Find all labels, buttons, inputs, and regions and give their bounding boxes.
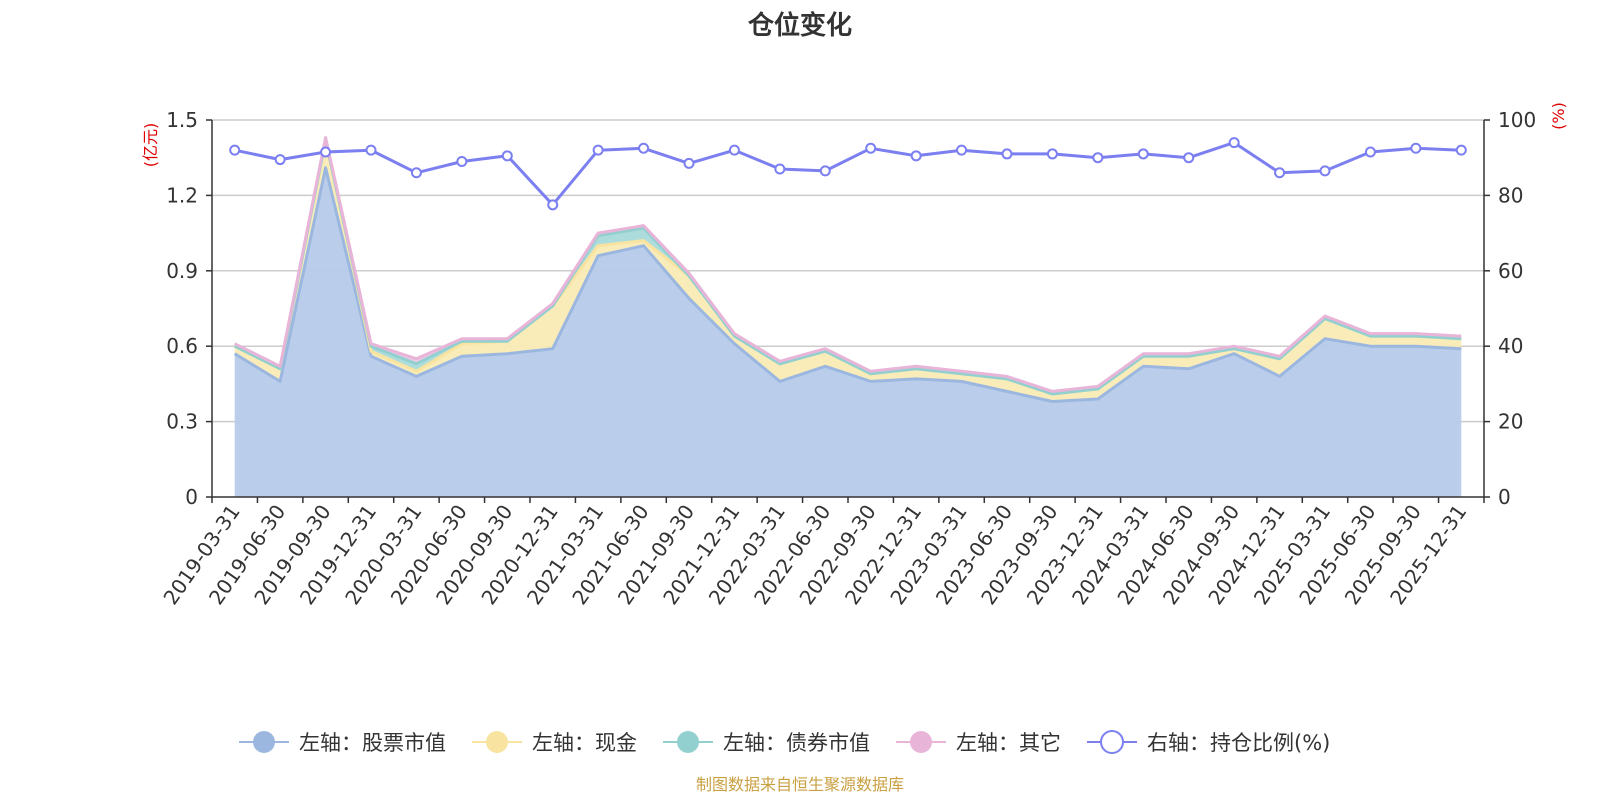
stacked-areas [233, 136, 1462, 498]
ratio-point [456, 155, 468, 167]
ratio-point [547, 199, 559, 211]
data-source-note: 制图数据来自恒生聚源数据库 [696, 775, 904, 794]
left-axis-ticks: 0 0.3 0.6 0.9 1.2 1.5 [166, 108, 198, 509]
ratio-point [1274, 167, 1286, 179]
legend-item[interactable]: 左轴：其它 [896, 731, 1061, 755]
left-tick-label: 1.2 [166, 183, 198, 207]
area-edge-左轴：债券市值 [234, 138, 1462, 396]
ratio-point [683, 157, 695, 169]
ratio-point [956, 144, 968, 156]
legend-label: 左轴：债券市值 [723, 731, 870, 755]
ratio-point [865, 142, 877, 154]
chart-title: 仓位变化 [747, 10, 852, 41]
legend-item[interactable]: 左轴：现金 [472, 731, 637, 755]
ratio-point [1455, 144, 1467, 156]
ratio-point [819, 165, 831, 177]
ratio-point [774, 163, 786, 175]
right-tick-label: 20 [1498, 410, 1523, 434]
area-左轴：股票市值 [234, 167, 1462, 498]
legend-marker [677, 731, 699, 753]
legend-marker [253, 731, 275, 753]
legend-item[interactable]: 右轴：持仓比例(%) [1087, 730, 1330, 755]
ratio-point [1183, 152, 1195, 164]
ratio-point [1001, 148, 1013, 160]
x-axis-ticks: 2019-03-312019-06-302019-09-302019-12-31… [158, 500, 1471, 609]
right-tick-label: 80 [1498, 183, 1523, 207]
ratio-point [1410, 142, 1422, 154]
legend-label: 右轴：持仓比例(%) [1147, 731, 1330, 755]
left-tick-label: 0.9 [166, 259, 198, 283]
axes [206, 119, 1490, 503]
right-axis-unit: (%) [1549, 102, 1568, 130]
left-axis-unit: (亿元) [141, 123, 160, 168]
ratio-point [365, 144, 377, 156]
left-tick-label: 0 [185, 485, 198, 509]
ratio-point [501, 150, 513, 162]
legend-marker [1100, 730, 1124, 754]
ratio-point [1364, 146, 1376, 158]
area-edge-左轴：股票市值 [233, 166, 1462, 403]
legend-label: 左轴：股票市值 [299, 731, 446, 755]
ratio-point [229, 144, 241, 156]
ratio-point [1046, 148, 1058, 160]
legend-item[interactable]: 左轴：债券市值 [663, 731, 870, 755]
area-左轴：现金 [234, 140, 1462, 402]
ratio-point [1228, 137, 1240, 149]
legend-label: 左轴：其它 [956, 731, 1061, 755]
area-edge-左轴：其它 [234, 136, 1462, 393]
ratio-point [1137, 148, 1149, 160]
ratio-point [592, 144, 604, 156]
legend-label: 左轴：现金 [532, 731, 637, 755]
right-tick-label: 40 [1498, 334, 1523, 358]
ratio-point [274, 154, 286, 166]
legend-item[interactable]: 左轴：股票市值 [239, 731, 446, 755]
ratio-line-path [234, 141, 1462, 207]
legend-marker [486, 731, 508, 753]
left-tick-label: 0.3 [166, 410, 198, 434]
ratio-point [638, 142, 650, 154]
right-tick-label: 100 [1498, 108, 1536, 132]
ratio-point [910, 150, 922, 162]
left-tick-label: 0.6 [166, 334, 198, 358]
ratio-point [1092, 152, 1104, 164]
ratio-point [410, 167, 422, 179]
right-tick-label: 60 [1498, 259, 1523, 283]
ratio-point [320, 146, 332, 158]
right-axis-ticks: 0 20 40 60 80 100 [1498, 108, 1536, 509]
ratio-point [1319, 165, 1331, 177]
right-tick-label: 0 [1498, 485, 1511, 509]
legend-marker [910, 731, 932, 753]
ratio-point [728, 144, 740, 156]
left-tick-label: 1.5 [166, 108, 198, 132]
position-ratio-series [229, 137, 1467, 211]
legend: 左轴：股票市值 左轴：现金 左轴：债券市值 左轴：其它 右轴：持仓比例(%) [239, 730, 1330, 755]
